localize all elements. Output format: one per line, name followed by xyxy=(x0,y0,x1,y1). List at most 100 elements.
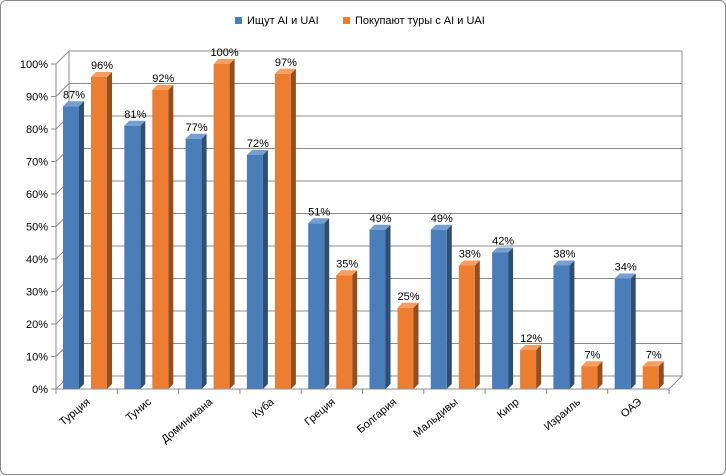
bar-side xyxy=(107,72,112,389)
y-tick-label: 50% xyxy=(26,222,48,234)
bar xyxy=(246,150,268,389)
bar xyxy=(458,260,480,389)
y-tick-label: 10% xyxy=(26,352,48,364)
bar-side xyxy=(140,120,146,389)
bar-side xyxy=(630,273,636,389)
bar-front xyxy=(553,265,570,389)
bar-front xyxy=(246,155,263,389)
data-label: 77% xyxy=(186,122,208,134)
bar-top xyxy=(430,224,452,230)
bar xyxy=(274,68,296,389)
data-label: 51% xyxy=(308,206,330,218)
bar-front xyxy=(520,350,537,389)
bar-front xyxy=(152,90,169,389)
bar-front xyxy=(492,252,509,389)
x-tick-label: ОАЭ xyxy=(619,396,645,420)
legend-label: Ищут AI и UAI xyxy=(247,15,319,27)
y-tick-label: 70% xyxy=(26,157,48,169)
data-labels: 87% 96% 81% 92% 77% 100% 72% 97% 51% 35% 49% 25% 49%… xyxy=(63,47,662,361)
x-tick-label: Тунис xyxy=(124,396,155,424)
bar xyxy=(213,59,235,389)
bar-top xyxy=(458,260,480,266)
bar-front xyxy=(124,125,141,389)
x-tick-label: Куба xyxy=(250,396,277,421)
bar-top xyxy=(185,133,207,139)
data-label: 100% xyxy=(211,47,239,59)
y-tick-label: 40% xyxy=(26,254,48,266)
data-label: 49% xyxy=(431,213,453,225)
bar-top xyxy=(274,68,296,74)
bar-side xyxy=(597,361,603,389)
bar xyxy=(492,247,514,389)
data-label: 35% xyxy=(336,258,358,270)
bar-side xyxy=(658,361,664,389)
bar-front xyxy=(614,278,631,389)
bar-front xyxy=(91,77,107,389)
bar-front xyxy=(458,265,475,389)
x-tick-label: Кипр xyxy=(495,396,522,421)
bar-top xyxy=(246,150,268,155)
bar-side xyxy=(569,260,575,389)
legend: Ищут AI и UAI Покупают туры с AI и UAI xyxy=(235,15,485,27)
data-label: 25% xyxy=(397,291,419,303)
bar-top xyxy=(520,345,542,350)
bar-top xyxy=(614,273,636,279)
bar-front xyxy=(642,366,659,389)
bar-front xyxy=(369,229,386,389)
bar-side xyxy=(79,101,84,389)
y-tick-label: 0% xyxy=(32,384,48,396)
x-tick-label: Доминикана xyxy=(159,396,216,446)
bar-top xyxy=(397,302,419,308)
x-tick-label: Израиль xyxy=(542,396,583,433)
y-tick-label: 60% xyxy=(26,189,48,201)
bar-front xyxy=(185,138,202,389)
bar-side xyxy=(168,85,174,389)
grid-diagonal xyxy=(55,83,70,97)
legend-swatch xyxy=(235,17,242,24)
bar-top xyxy=(492,247,514,253)
bar-top xyxy=(91,72,112,77)
bar-side xyxy=(474,260,480,389)
y-tick-label: 90% xyxy=(26,92,48,104)
y-tick-label: 30% xyxy=(26,287,48,299)
data-label: 12% xyxy=(520,333,542,345)
data-label: 81% xyxy=(124,109,146,121)
bar-top xyxy=(553,260,575,266)
bar-side xyxy=(385,224,391,389)
bar-front xyxy=(430,229,447,389)
data-label: 87% xyxy=(63,89,85,101)
data-label: 34% xyxy=(615,262,637,274)
data-label: 42% xyxy=(492,236,514,248)
bar xyxy=(397,302,419,389)
bar-top xyxy=(336,270,358,276)
legend-label: Покупают туры с AI и UAI xyxy=(355,15,485,27)
bar-front xyxy=(274,73,291,389)
bar-top xyxy=(369,224,391,230)
bar xyxy=(124,120,146,389)
y-tick-label: 80% xyxy=(26,124,48,136)
bar-side xyxy=(262,150,268,389)
floor-right-edge xyxy=(668,375,683,390)
bar xyxy=(369,224,391,389)
bar xyxy=(581,361,603,389)
bar-top xyxy=(152,85,174,90)
bar xyxy=(520,345,542,389)
bar xyxy=(614,273,636,389)
grid-diagonal xyxy=(55,50,70,65)
x-tick-label: Мальдивы xyxy=(411,396,460,440)
bar-top xyxy=(581,361,603,367)
bar-top xyxy=(308,218,330,224)
data-label: 7% xyxy=(646,349,662,361)
bar-side xyxy=(290,68,296,389)
bar-front xyxy=(63,106,79,389)
bars xyxy=(63,59,664,389)
bar-top xyxy=(213,59,235,64)
bar-front xyxy=(308,223,325,389)
bar xyxy=(336,270,358,389)
bar xyxy=(63,101,84,389)
bar-side xyxy=(413,302,419,389)
data-label: 92% xyxy=(152,73,174,85)
x-tick-label: Болгария xyxy=(355,396,399,436)
